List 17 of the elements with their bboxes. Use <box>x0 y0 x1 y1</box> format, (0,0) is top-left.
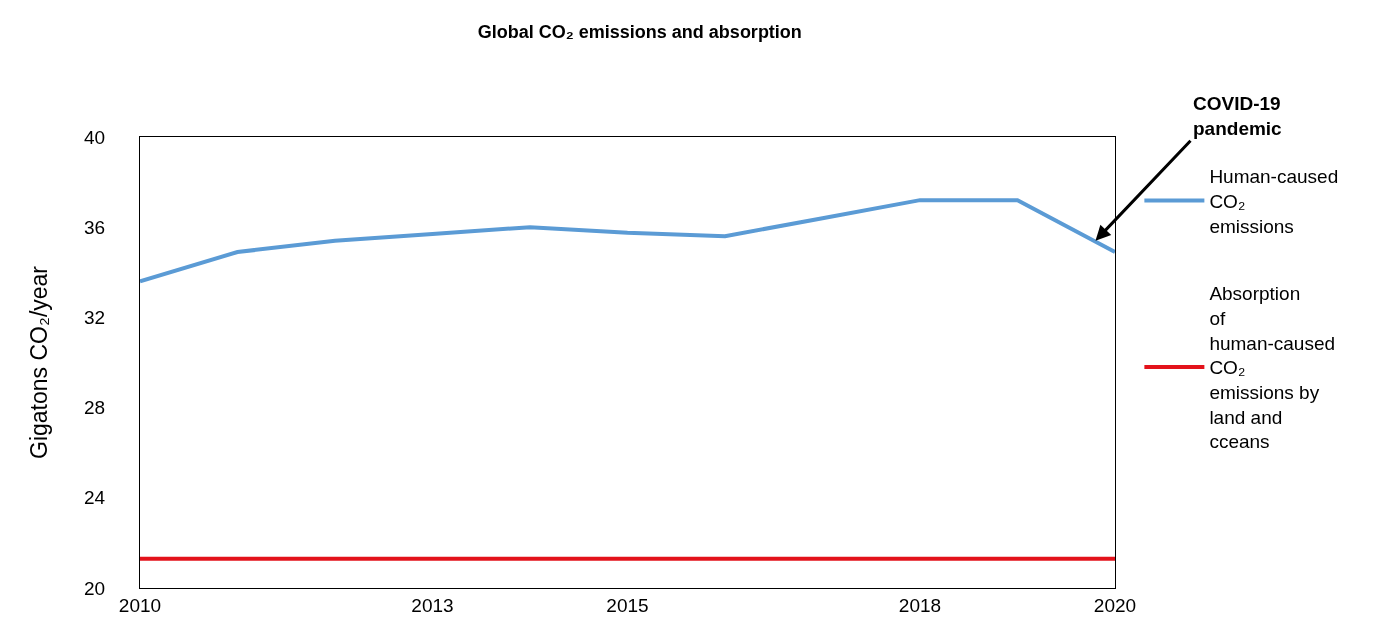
y-tick-label: 36 <box>84 216 106 238</box>
y-tick-label: 20 <box>84 577 106 599</box>
legend-label: Human-caused CO₂ emissions <box>1209 166 1339 237</box>
y-tick-label: 32 <box>84 307 106 329</box>
x-tick-label: 2018 <box>898 594 942 616</box>
line-series <box>140 198 1115 284</box>
legend-label: Absorption of human-caused CO₂ emissions by land and cceans <box>1209 283 1336 453</box>
y-axis-title: Gigatons CO₂/year <box>25 265 52 460</box>
chart-title: Global CO₂ emissions and absorption <box>477 22 802 43</box>
x-tick-label: 2013 <box>411 594 454 616</box>
y-tick-label: 24 <box>84 487 106 509</box>
x-tick-label: 2010 <box>118 594 162 616</box>
annotation: COVID-19 pandemic <box>1193 93 1283 139</box>
y-tick-label: 40 <box>84 126 106 148</box>
y-tick-label: 28 <box>84 397 106 419</box>
x-tick-label: 2015 <box>606 594 649 616</box>
x-tick-label: 2020 <box>1093 594 1137 616</box>
